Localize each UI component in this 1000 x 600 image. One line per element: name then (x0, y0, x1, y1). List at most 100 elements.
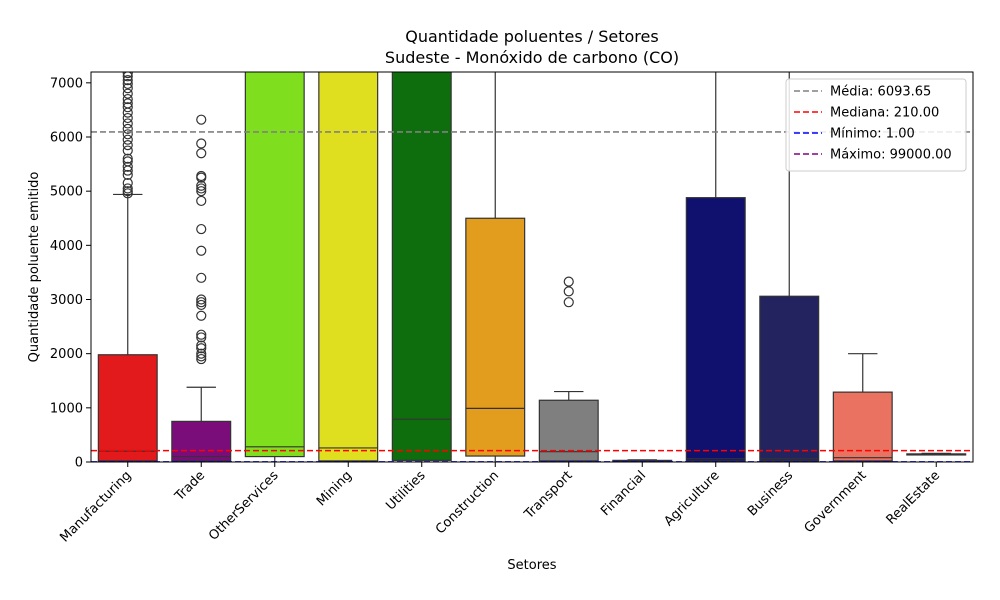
box-construction (465, 72, 526, 462)
plot-area (97, 72, 967, 462)
box-body (391, 72, 452, 461)
outlier-point (122, 88, 133, 99)
outlier-point (122, 161, 133, 172)
x-tick-label: RealEstate (884, 468, 944, 528)
y-tick-label: 3000 (50, 293, 83, 308)
outlier-point (122, 169, 133, 181)
box-body (97, 354, 158, 462)
box-realestate (906, 452, 967, 456)
x-tick-label: Transport (521, 468, 575, 522)
box-agriculture (685, 72, 746, 462)
x-tick-label: Construction (433, 468, 502, 537)
outlier-point (122, 145, 133, 156)
box-manufacturing (97, 72, 158, 462)
chart-subtitle: Sudeste - Monóxido de carbono (CO) (385, 48, 679, 67)
outlier-point (196, 343, 207, 354)
outlier-point (122, 72, 133, 79)
box-business (759, 72, 820, 462)
box-utilities (391, 72, 452, 462)
outlier-point (196, 297, 207, 308)
x-tick-label: Business (745, 468, 796, 519)
outlier-point (196, 180, 207, 191)
x-tick-label: Manufacturing (57, 468, 134, 545)
outlier-point (196, 245, 207, 256)
outlier-point (196, 183, 207, 194)
outlier-point (122, 183, 133, 194)
outlier-point (196, 170, 207, 182)
outlier-point (122, 177, 133, 189)
box-trade (171, 114, 232, 462)
x-tick-label: Government (802, 468, 870, 536)
legend-label: Mínimo: 1.00 (830, 127, 915, 142)
outlier-point (122, 83, 133, 94)
box-otherservices (244, 72, 305, 462)
box-transport (538, 276, 599, 462)
outlier-point (563, 276, 574, 287)
legend-label: Média: 6093.65 (830, 85, 931, 100)
box-body (465, 217, 526, 457)
x-tick-label: Agriculture (661, 468, 722, 529)
x-tick-label: Trade (172, 468, 208, 504)
outlier-point (196, 294, 207, 305)
outlier-point (196, 348, 207, 359)
outlier-point (122, 140, 133, 151)
y-tick-label: 7000 (50, 76, 83, 91)
outlier-point (122, 93, 133, 105)
legend-label: Mediana: 210.00 (830, 106, 939, 121)
outlier-point (196, 299, 207, 311)
legend: Média: 6093.65 Mediana: 210.00 Mínimo: 1.0… (785, 78, 967, 172)
outlier-point (122, 134, 133, 145)
outlier-point (122, 107, 133, 118)
outlier-point (196, 223, 207, 235)
outlier-point (563, 297, 574, 308)
legend-label: Máximo: 99000.00 (830, 148, 952, 163)
outlier-point (196, 353, 207, 365)
chart-title: Quantidade poluentes / Setores (405, 27, 658, 46)
x-tick-label: Mining (314, 468, 355, 509)
box-body (244, 72, 305, 458)
y-tick-label: 5000 (50, 185, 83, 200)
box-body (759, 295, 820, 462)
outlier-point (196, 332, 207, 343)
outlier-point (122, 156, 133, 167)
outlier-point (563, 286, 574, 297)
outlier-point (122, 98, 133, 109)
outlier-point (122, 123, 133, 134)
outlier-point (196, 114, 207, 125)
box-body (318, 72, 379, 462)
outlier-point (196, 351, 207, 362)
outlier-point (122, 129, 133, 140)
y-tick-label: 1000 (50, 401, 83, 416)
y-tick-label: 4000 (50, 239, 83, 254)
outlier-point (196, 340, 207, 351)
outlier-point (122, 112, 133, 124)
outlier-point (196, 272, 207, 283)
y-tick-label: 0 (75, 456, 83, 471)
box-body (685, 197, 746, 462)
outlier-point (122, 186, 133, 197)
outlier-point (196, 195, 207, 207)
box-mining (318, 72, 379, 462)
x-tick-label: Utilities (383, 468, 428, 513)
y-axis-label: Quantidade poluente emitido (27, 172, 42, 363)
x-axis-label: Setores (507, 558, 556, 573)
outlier-point (196, 186, 207, 197)
outlier-point (122, 78, 133, 90)
legend-box (785, 78, 967, 172)
plot-frame (90, 71, 974, 463)
outlier-point (196, 138, 207, 149)
x-tick-label: Financial (598, 468, 649, 519)
y-axis: 0 1000 2000 3000 4000 5000 6000 7000 (50, 76, 91, 471)
y-tick-label: 6000 (50, 131, 83, 146)
outlier-point (122, 118, 133, 129)
box-government (832, 353, 893, 462)
outlier-point (196, 310, 207, 321)
outlier-point (122, 102, 133, 113)
x-tick-label: OtherServices (206, 468, 282, 544)
outlier-point (122, 75, 133, 86)
outlier-point (122, 72, 133, 82)
box-body (171, 420, 232, 462)
outlier-point (196, 148, 207, 159)
